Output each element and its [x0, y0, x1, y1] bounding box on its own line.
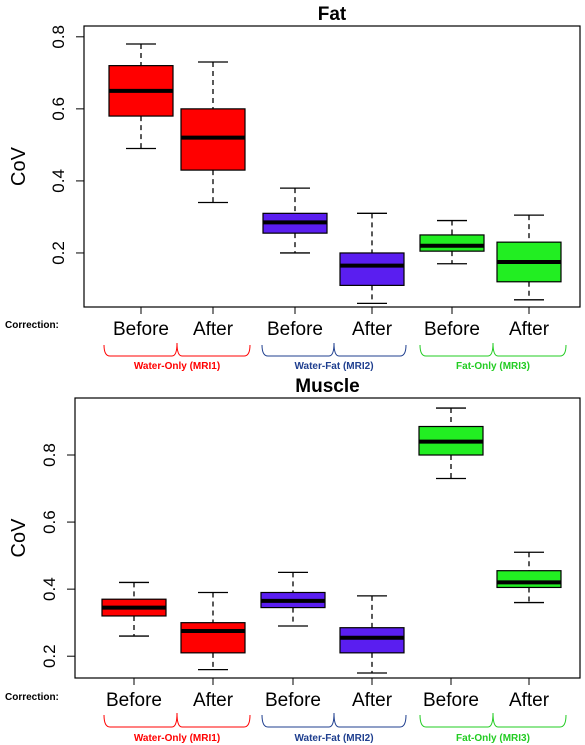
group-label: Fat-Only (MRI3) — [456, 361, 530, 372]
x-tick-label: After — [193, 690, 234, 711]
group-bracket — [261, 712, 407, 728]
x-tick-label: After — [509, 690, 550, 711]
box-iqr — [339, 627, 405, 654]
x-tick-label: After — [352, 319, 393, 340]
x-tick-label: Before — [267, 319, 323, 340]
box-iqr — [419, 234, 485, 252]
plot-frame — [74, 397, 581, 679]
group-bracket — [419, 342, 567, 357]
y-tick-label: 0.8 — [49, 25, 68, 49]
x-tick-label: Before — [113, 319, 169, 340]
correction-label-bottom: Correction: — [5, 692, 59, 703]
y-tick-label: 0.2 — [49, 241, 68, 265]
group-label: Water-Fat (MRI2) — [294, 361, 373, 372]
group-bracket — [419, 712, 567, 728]
y-tick-label: 0.2 — [40, 644, 59, 668]
box-iqr — [339, 252, 405, 286]
x-tick-label: Before — [265, 690, 321, 711]
group-label: Water-Fat (MRI2) — [294, 733, 373, 744]
group-label: Fat-Only (MRI3) — [456, 733, 530, 744]
box-iqr — [496, 570, 562, 589]
group-label: Water-Only (MRI1) — [134, 361, 220, 372]
x-tick-label: Before — [424, 319, 480, 340]
y-tick-label: 0.6 — [40, 510, 59, 534]
chart-title: Muscle — [295, 376, 359, 397]
box-iqr — [180, 622, 246, 654]
y-axis-label: CoV — [8, 518, 30, 558]
x-tick-label: After — [193, 319, 234, 340]
chart-title: Fat — [318, 4, 347, 25]
x-tick-label: After — [352, 690, 393, 711]
y-tick-label: 0.4 — [49, 169, 68, 193]
x-tick-label: Before — [423, 690, 479, 711]
group-bracket — [103, 712, 251, 728]
y-tick-label: 0.6 — [49, 97, 68, 121]
y-axis-label: CoV — [8, 146, 30, 186]
x-tick-label: After — [509, 319, 550, 340]
plot-frame — [83, 25, 581, 308]
y-tick-label: 0.8 — [40, 443, 59, 467]
x-tick-label: Before — [106, 690, 162, 711]
y-tick-label: 0.4 — [40, 577, 59, 601]
correction-label-top: Correction: — [5, 320, 59, 331]
group-bracket — [261, 342, 407, 357]
group-bracket — [103, 342, 251, 357]
group-label: Water-Only (MRI1) — [134, 733, 220, 744]
